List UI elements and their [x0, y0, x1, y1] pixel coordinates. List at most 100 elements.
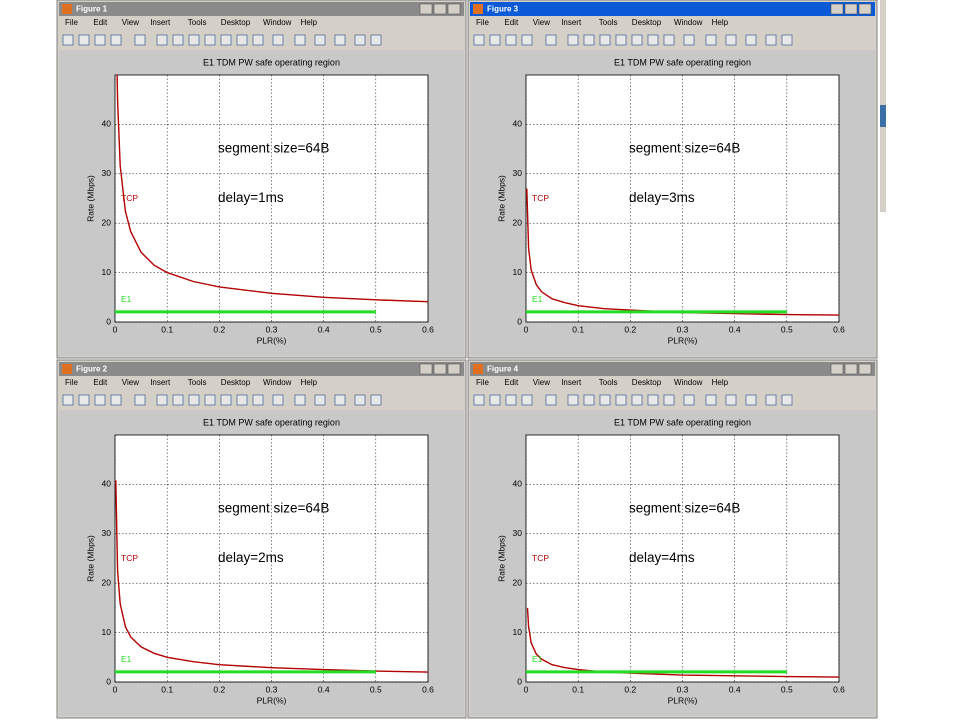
menu-item[interactable]: Desktop [221, 18, 251, 27]
toolbar-button[interactable] [473, 394, 485, 406]
toolbar-button[interactable] [294, 34, 306, 46]
toolbar-button[interactable] [705, 34, 717, 46]
toolbar-button[interactable] [647, 394, 659, 406]
menu-item[interactable]: Edit [504, 18, 519, 27]
window-button-max[interactable] [844, 363, 858, 375]
toolbar-button[interactable] [354, 394, 366, 406]
menu-item[interactable]: Edit [504, 378, 519, 387]
toolbar-button[interactable] [314, 34, 326, 46]
menu-item[interactable]: Window [263, 378, 292, 387]
toolbar-button[interactable] [272, 34, 284, 46]
toolbar-button[interactable] [567, 34, 579, 46]
toolbar-button[interactable] [188, 34, 200, 46]
toolbar-button[interactable] [663, 394, 675, 406]
toolbar-button[interactable] [78, 34, 90, 46]
menu-item[interactable]: Desktop [632, 18, 662, 27]
menu-item[interactable]: File [476, 18, 489, 27]
menu-item[interactable]: Desktop [632, 378, 662, 387]
toolbar-button[interactable] [545, 34, 557, 46]
menu-item[interactable]: Edit [93, 18, 108, 27]
toolbar-button[interactable] [110, 34, 122, 46]
menu-item[interactable]: Tools [188, 18, 207, 27]
toolbar-button[interactable] [204, 34, 216, 46]
toolbar-button[interactable] [583, 34, 595, 46]
menu-item[interactable]: Desktop [221, 378, 251, 387]
toolbar-button[interactable] [599, 394, 611, 406]
menu-item[interactable]: View [533, 18, 550, 27]
toolbar-button[interactable] [705, 394, 717, 406]
toolbar-button[interactable] [188, 394, 200, 406]
menu-item[interactable]: File [476, 378, 489, 387]
toolbar-button[interactable] [599, 34, 611, 46]
toolbar-button[interactable] [314, 394, 326, 406]
menu-item[interactable]: Window [674, 378, 703, 387]
toolbar-button[interactable] [521, 394, 533, 406]
toolbar-button[interactable] [204, 394, 216, 406]
menu-item[interactable]: Help [712, 378, 729, 387]
window-button-max[interactable] [844, 3, 858, 15]
toolbar-button[interactable] [505, 394, 517, 406]
menu-item[interactable]: Insert [150, 18, 171, 27]
menu-item[interactable]: Insert [150, 378, 171, 387]
toolbar-button[interactable] [294, 394, 306, 406]
window-button-min[interactable] [830, 363, 844, 375]
toolbar-button[interactable] [647, 34, 659, 46]
toolbar-button[interactable] [370, 34, 382, 46]
toolbar-button[interactable] [78, 394, 90, 406]
toolbar-button[interactable] [521, 34, 533, 46]
toolbar-button[interactable] [110, 394, 122, 406]
toolbar-button[interactable] [631, 34, 643, 46]
menu-item[interactable]: File [65, 18, 78, 27]
toolbar-button[interactable] [236, 394, 248, 406]
window-button-max[interactable] [433, 363, 447, 375]
menu-item[interactable]: View [533, 378, 550, 387]
menu-item[interactable]: View [122, 378, 139, 387]
toolbar-button[interactable] [272, 394, 284, 406]
window-button-min[interactable] [830, 3, 844, 15]
toolbar-button[interactable] [663, 34, 675, 46]
toolbar-button[interactable] [615, 34, 627, 46]
toolbar-button[interactable] [583, 394, 595, 406]
toolbar-button[interactable] [745, 34, 757, 46]
toolbar-button[interactable] [94, 394, 106, 406]
window-button-close[interactable] [858, 363, 872, 375]
toolbar-button[interactable] [134, 34, 146, 46]
window-button-close[interactable] [447, 3, 461, 15]
menu-item[interactable]: Tools [188, 378, 207, 387]
menu-item[interactable]: View [122, 18, 139, 27]
toolbar-button[interactable] [172, 394, 184, 406]
toolbar-button[interactable] [745, 394, 757, 406]
toolbar-button[interactable] [725, 34, 737, 46]
toolbar-button[interactable] [62, 34, 74, 46]
toolbar-button[interactable] [765, 34, 777, 46]
toolbar-button[interactable] [765, 394, 777, 406]
toolbar-button[interactable] [334, 394, 346, 406]
toolbar-button[interactable] [236, 34, 248, 46]
toolbar-button[interactable] [567, 394, 579, 406]
toolbar-button[interactable] [781, 34, 793, 46]
toolbar-button[interactable] [683, 34, 695, 46]
toolbar-button[interactable] [62, 394, 74, 406]
toolbar-button[interactable] [370, 394, 382, 406]
toolbar-button[interactable] [354, 34, 366, 46]
toolbar-button[interactable] [156, 34, 168, 46]
menu-item[interactable]: Tools [599, 378, 618, 387]
menu-item[interactable]: File [65, 378, 78, 387]
window-button-close[interactable] [858, 3, 872, 15]
menu-item[interactable]: Help [301, 378, 318, 387]
toolbar-button[interactable] [615, 394, 627, 406]
toolbar-button[interactable] [334, 34, 346, 46]
window-button-min[interactable] [419, 3, 433, 15]
toolbar-button[interactable] [172, 34, 184, 46]
toolbar-button[interactable] [781, 394, 793, 406]
window-button-max[interactable] [433, 3, 447, 15]
window-button-min[interactable] [419, 363, 433, 375]
toolbar-button[interactable] [505, 34, 517, 46]
menu-item[interactable]: Help [301, 18, 318, 27]
toolbar-button[interactable] [252, 394, 264, 406]
toolbar-button[interactable] [473, 34, 485, 46]
toolbar-button[interactable] [683, 394, 695, 406]
toolbar-button[interactable] [134, 394, 146, 406]
toolbar-button[interactable] [220, 34, 232, 46]
menu-item[interactable]: Insert [561, 18, 582, 27]
